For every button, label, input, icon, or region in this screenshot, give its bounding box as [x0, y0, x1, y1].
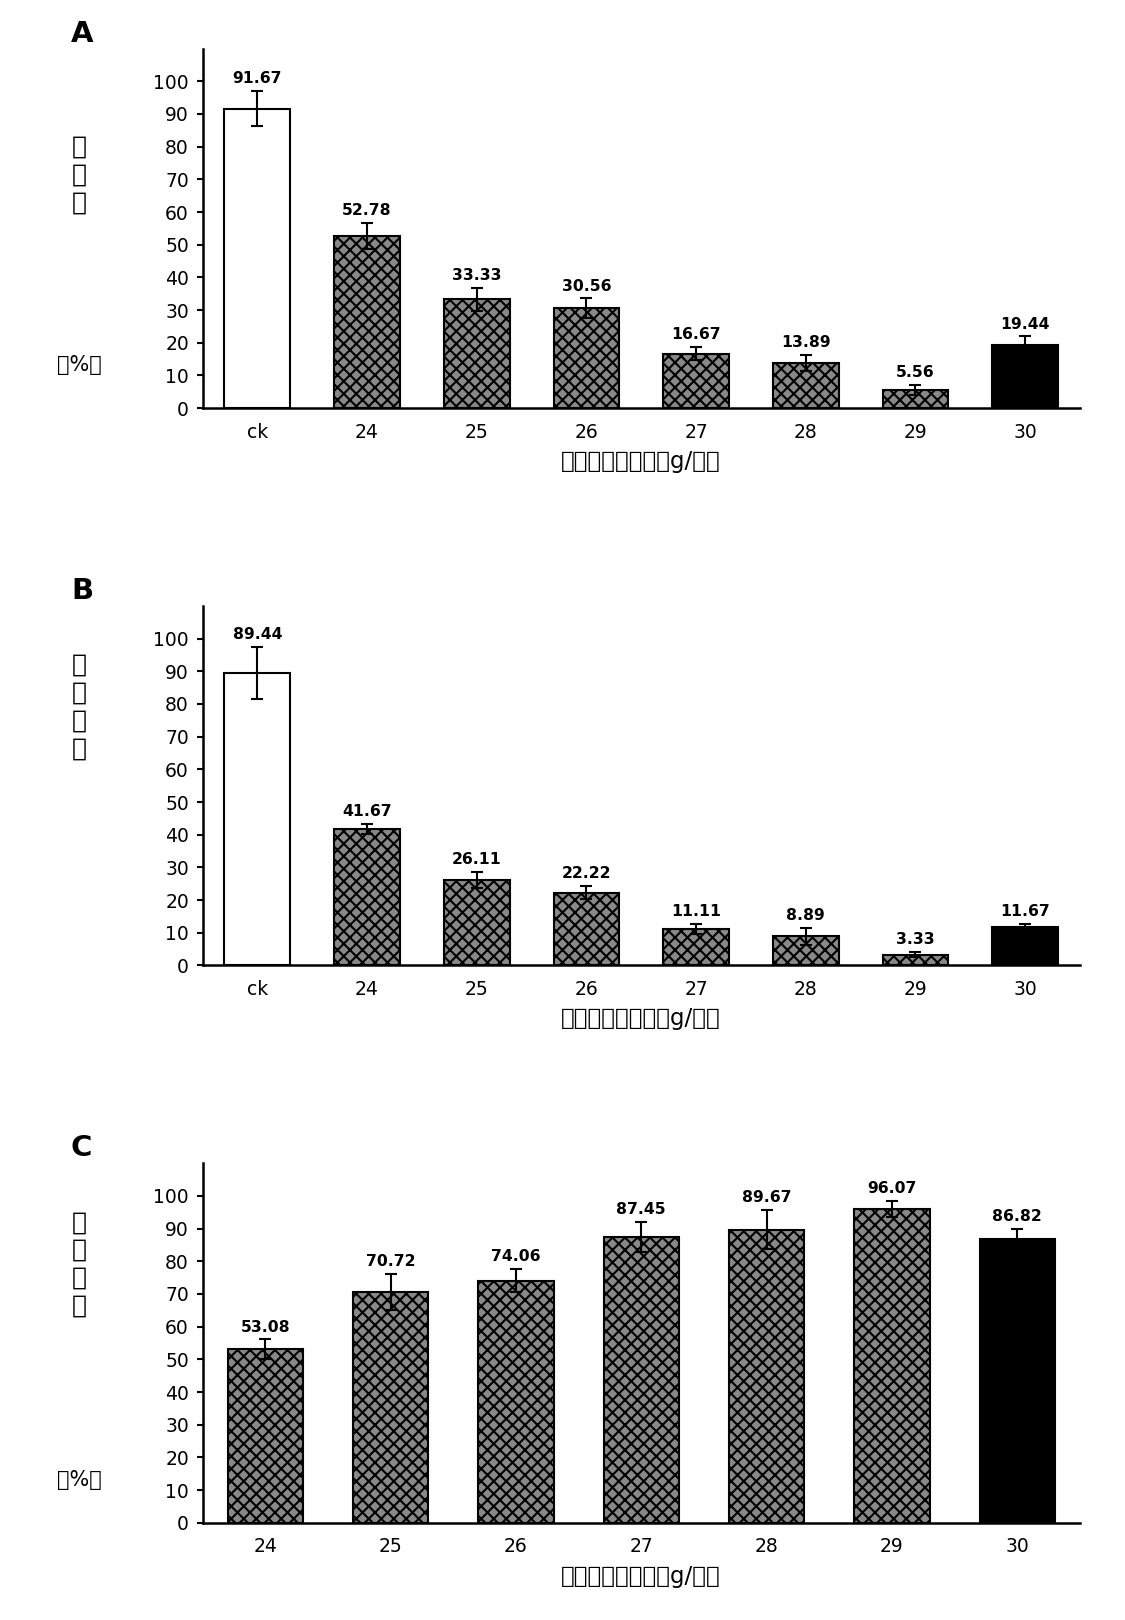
Bar	[554, 308, 619, 408]
Bar	[980, 1239, 1055, 1523]
Bar	[334, 829, 400, 966]
Text: 33.33: 33.33	[452, 267, 502, 284]
Bar	[664, 353, 729, 408]
Bar	[353, 1291, 429, 1523]
Bar	[729, 1230, 804, 1523]
Text: 11.11: 11.11	[672, 904, 721, 920]
Bar	[854, 1209, 929, 1523]
Text: （%）: （%）	[57, 355, 102, 374]
Text: A: A	[71, 19, 93, 49]
Text: 11.67: 11.67	[1000, 904, 1050, 919]
Bar	[604, 1238, 678, 1523]
Text: 30.56: 30.56	[561, 279, 611, 293]
Bar	[883, 390, 948, 408]
X-axis label: 丁子香酚施用量（g/亩）: 丁子香酚施用量（g/亩）	[561, 1008, 721, 1030]
Text: 74.06: 74.06	[492, 1249, 541, 1264]
Text: 87.45: 87.45	[616, 1202, 666, 1217]
Text: 病
情
指
数: 病 情 指 数	[72, 653, 87, 760]
Bar	[443, 300, 510, 408]
Bar	[773, 363, 839, 408]
Text: 26.11: 26.11	[452, 852, 502, 867]
Text: 8.89: 8.89	[786, 909, 825, 923]
Text: 86.82: 86.82	[992, 1209, 1042, 1225]
Text: 53.08: 53.08	[241, 1320, 290, 1335]
Text: （%）: （%）	[57, 1469, 102, 1490]
Text: C: C	[71, 1134, 92, 1163]
Bar	[227, 1349, 303, 1523]
Bar	[992, 927, 1058, 966]
X-axis label: 丁子香酚施用量（g/亩）: 丁子香酚施用量（g/亩）	[561, 1565, 721, 1588]
Text: 19.44: 19.44	[1000, 316, 1050, 332]
Text: B: B	[71, 577, 93, 606]
Text: 3.33: 3.33	[897, 931, 935, 948]
Text: 70.72: 70.72	[366, 1254, 415, 1268]
Bar	[225, 674, 290, 966]
Text: 16.67: 16.67	[672, 327, 721, 342]
Text: 22.22: 22.22	[561, 867, 611, 881]
Text: 防
治
效
果: 防 治 效 果	[72, 1210, 87, 1317]
Bar	[443, 880, 510, 966]
Text: 41.67: 41.67	[342, 805, 392, 820]
Text: 5.56: 5.56	[897, 364, 935, 381]
Bar	[478, 1281, 554, 1523]
Text: 89.67: 89.67	[741, 1191, 791, 1205]
Bar	[992, 345, 1058, 408]
Bar	[225, 109, 290, 408]
Text: 96.07: 96.07	[867, 1181, 917, 1196]
Bar	[664, 930, 729, 966]
Text: 13.89: 13.89	[781, 335, 830, 350]
Bar	[554, 893, 619, 966]
Bar	[883, 954, 948, 966]
X-axis label: 丁子香酚施用量（g/亩）: 丁子香酚施用量（g/亩）	[561, 450, 721, 473]
Bar	[334, 235, 400, 408]
Text: 89.44: 89.44	[233, 627, 282, 642]
Text: 91.67: 91.67	[233, 71, 282, 86]
Bar	[773, 936, 839, 966]
Text: 52.78: 52.78	[342, 202, 392, 217]
Text: 发
病
率: 发 病 率	[72, 134, 87, 214]
